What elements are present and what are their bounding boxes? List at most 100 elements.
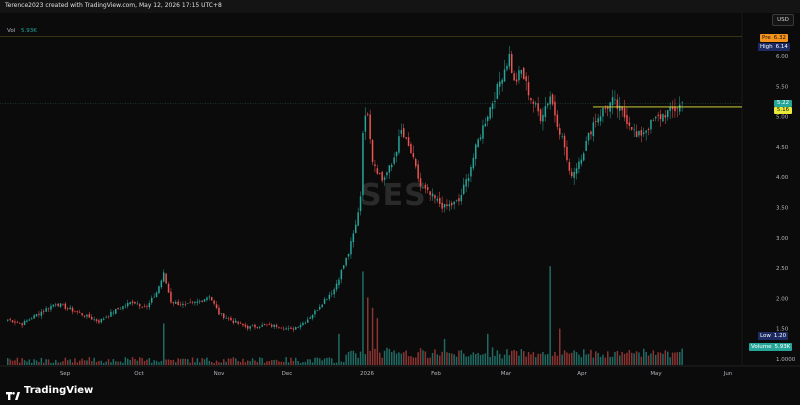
volume-bar (496, 350, 499, 365)
candle-body (335, 283, 338, 290)
volume-bar (67, 360, 69, 365)
volume-bar (328, 357, 331, 365)
low-value: 1.20 (773, 333, 787, 339)
candle-body (148, 303, 151, 308)
volume-badge: Volume 5.93K (749, 343, 793, 351)
volume-bar (592, 357, 595, 365)
volume-bar (237, 360, 239, 365)
candle-body (465, 179, 467, 187)
volume-bar (28, 359, 31, 365)
candle-body (578, 161, 580, 169)
volume-bar (429, 357, 431, 365)
chart-area[interactable]: SES 6.00 5.50 5.00 4.50 4.00 3.50 3.00 2.50 2.00… (0, 13, 800, 378)
volume-bar (501, 358, 503, 365)
candle-body (503, 69, 506, 82)
candle-body (107, 316, 110, 317)
volume-legend: Vol 5.93K (7, 28, 37, 34)
volume-bar (117, 361, 119, 365)
volume-bar (45, 359, 47, 365)
volume-bar (71, 362, 74, 365)
candle-body (652, 120, 655, 121)
volume-bar (115, 361, 117, 365)
volume-bar (62, 361, 64, 365)
volume-bar (503, 354, 506, 365)
volume-bar (580, 357, 583, 365)
volume-bar (331, 358, 333, 365)
volume-bar (38, 361, 40, 365)
volume-bar (563, 350, 566, 365)
time-tick-label: Nov (214, 371, 225, 377)
volume-bar (628, 350, 631, 365)
candle-body (664, 115, 667, 118)
candle-body (487, 116, 489, 122)
volume-bar (196, 358, 199, 365)
price-tick-label: 5.00 (776, 115, 789, 121)
candle-body (268, 324, 271, 325)
price-tick-label: 2.00 (776, 296, 789, 302)
brand-logo[interactable]: TradingView (6, 385, 93, 400)
volume-bar (191, 357, 194, 365)
candle-body (357, 212, 359, 226)
candle-body (285, 328, 287, 330)
candle-body (239, 322, 242, 324)
volume-bar (355, 353, 357, 365)
volume-bar (453, 354, 455, 365)
candle-body (167, 283, 170, 293)
candle-body (158, 286, 160, 294)
candle-body (175, 301, 177, 304)
volume-bar (278, 361, 280, 365)
candle-body (136, 303, 139, 305)
volume-bar (124, 357, 127, 365)
volume-bar (244, 362, 247, 365)
volume-bar (573, 350, 575, 365)
volume-bar (261, 358, 263, 365)
volume-bar (218, 362, 220, 365)
price-chart[interactable]: 6.00 5.50 5.00 4.50 4.00 3.50 3.00 2.50 2.00 1.50… (0, 13, 800, 378)
candle-body (271, 324, 273, 327)
volume-bar (614, 352, 616, 365)
volume-bar (143, 360, 146, 365)
tradingview-logo-icon (6, 386, 20, 400)
volume-bar (475, 354, 477, 365)
volume-bar (395, 353, 398, 365)
volume-bar (91, 361, 93, 365)
candle-body (386, 172, 388, 176)
candle-body (427, 187, 429, 190)
candle-body (139, 304, 141, 307)
low-label: Low (760, 333, 771, 339)
candle-body (62, 303, 64, 305)
volume-legend-label: Vol (7, 28, 16, 34)
candle-body (172, 302, 175, 304)
volume-bar (645, 351, 647, 365)
volume-bar (470, 354, 472, 365)
volume-bar (321, 360, 323, 365)
volume-bar (304, 361, 307, 365)
candle-body (566, 146, 568, 161)
candle-body (232, 320, 235, 323)
candle-body (530, 98, 532, 101)
volume-bar (26, 361, 28, 365)
currency-button[interactable]: USD (772, 14, 794, 26)
pre-market-badge: Pre 6.32 (760, 34, 788, 42)
candle-body (611, 97, 614, 106)
volume-bar (650, 353, 652, 365)
volume-bar (549, 266, 551, 365)
candle-body (196, 301, 199, 303)
volume-bar (585, 354, 587, 365)
volume-bar (667, 351, 669, 365)
candle-body (472, 157, 475, 169)
candle-body (155, 292, 158, 298)
volume-bar (544, 354, 547, 365)
candle-body (280, 327, 283, 329)
candle-body (201, 300, 203, 302)
volume-bar (112, 359, 115, 365)
candle-body (93, 319, 95, 320)
candle-body (489, 107, 491, 119)
volume-bar (122, 362, 124, 365)
candle-body (326, 298, 328, 300)
candle-body (455, 200, 458, 201)
volume-bar (403, 352, 405, 365)
volume-bar (194, 362, 196, 365)
candle-body (127, 302, 129, 307)
volume-bar (609, 356, 611, 365)
